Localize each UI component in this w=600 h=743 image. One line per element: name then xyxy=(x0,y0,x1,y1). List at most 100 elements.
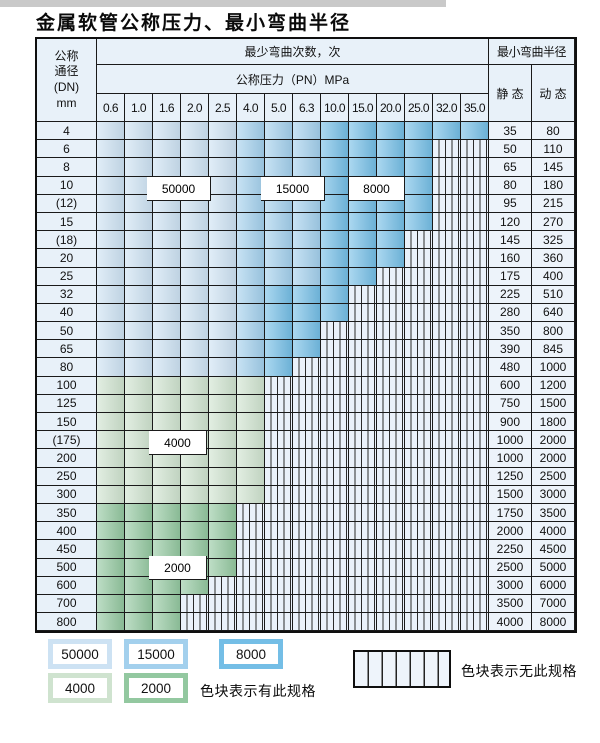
cell-available xyxy=(209,431,237,450)
cell-available xyxy=(405,194,433,213)
pressure-radius-table: 公称 通径 (DN) mm 最少弯曲次数，次 最小弯曲半径 公称压力（PN）MP… xyxy=(35,37,577,634)
cell-available xyxy=(97,394,125,413)
cell-not-available xyxy=(377,413,405,432)
cell-not-available xyxy=(349,485,377,504)
cell-available xyxy=(265,249,293,268)
dynamic-radius-value: 845 xyxy=(532,340,575,359)
cell-not-available xyxy=(349,503,377,523)
cell-available xyxy=(209,322,237,341)
pressure-col-header: 2.5 xyxy=(209,94,237,122)
cell-available xyxy=(209,340,237,359)
cell-available xyxy=(461,122,489,141)
cell-not-available xyxy=(293,358,321,377)
cell-available xyxy=(265,231,293,250)
cell-not-available xyxy=(209,613,237,632)
legend-hatch-swatch xyxy=(353,650,451,688)
cell-not-available xyxy=(321,467,349,486)
cell-available xyxy=(153,212,181,232)
cell-available xyxy=(181,376,209,395)
dn-label: 500 xyxy=(37,558,97,577)
cell-available xyxy=(181,522,209,541)
pressure-col-header: 1.6 xyxy=(153,94,181,122)
cell-not-available xyxy=(461,613,489,632)
cell-not-available xyxy=(321,613,349,632)
cell-not-available xyxy=(461,158,489,177)
region-label-8000: 8000 xyxy=(349,177,405,201)
dynamic-radius-value: 3000 xyxy=(532,485,575,504)
cell-available xyxy=(349,231,377,250)
cell-not-available xyxy=(461,540,489,559)
cell-available xyxy=(97,303,125,323)
dn-label: 4 xyxy=(37,122,97,141)
dynamic-radius-value: 215 xyxy=(532,194,575,213)
cell-available xyxy=(125,176,153,195)
legend-note-unavailable: 色块表示无此规格 xyxy=(461,663,577,679)
dynamic-radius-value: 80 xyxy=(532,122,575,141)
cell-available xyxy=(265,267,293,286)
cell-not-available xyxy=(377,613,405,632)
dn-label: 600 xyxy=(37,576,97,595)
static-radius-value: 600 xyxy=(489,376,532,395)
cell-not-available xyxy=(349,322,377,341)
legend-swatch-label: 50000 xyxy=(53,644,107,664)
cell-not-available xyxy=(265,485,293,504)
cell-not-available xyxy=(321,503,349,523)
dn-label: 40 xyxy=(37,303,97,323)
cell-available xyxy=(209,413,237,432)
cell-available xyxy=(181,285,209,304)
cell-available xyxy=(293,267,321,286)
cell-available xyxy=(321,176,349,195)
cell-available xyxy=(321,267,349,286)
cell-not-available xyxy=(349,613,377,632)
cell-not-available xyxy=(377,394,405,413)
cell-not-available xyxy=(349,431,377,450)
static-column-header: 静 态 xyxy=(489,65,532,122)
cell-available xyxy=(125,576,153,595)
cell-available xyxy=(237,140,265,159)
cell-not-available xyxy=(405,394,433,413)
cell-available xyxy=(153,394,181,413)
cell-available xyxy=(97,558,125,577)
cell-available xyxy=(209,358,237,377)
cell-not-available xyxy=(433,540,461,559)
cell-not-available xyxy=(433,249,461,268)
cell-available xyxy=(377,249,405,268)
cell-available xyxy=(97,140,125,159)
cell-not-available xyxy=(293,594,321,614)
cell-available xyxy=(237,340,265,359)
cell-not-available xyxy=(293,394,321,413)
cell-not-available xyxy=(405,285,433,304)
dynamic-radius-value: 2000 xyxy=(532,431,575,450)
cell-not-available xyxy=(321,413,349,432)
cell-not-available xyxy=(461,231,489,250)
dn-label: 125 xyxy=(37,394,97,413)
dn-label: 10 xyxy=(37,176,97,195)
dn-label: 65 xyxy=(37,340,97,359)
cell-available xyxy=(125,285,153,304)
cell-available xyxy=(153,594,181,614)
cell-available xyxy=(349,212,377,232)
cell-not-available xyxy=(405,467,433,486)
cell-not-available xyxy=(349,358,377,377)
cell-available xyxy=(97,122,125,141)
cell-not-available xyxy=(405,358,433,377)
cell-available xyxy=(265,122,293,141)
cell-available xyxy=(125,376,153,395)
cell-not-available xyxy=(293,449,321,468)
cell-available xyxy=(97,485,125,504)
pressure-col-header: 4.0 xyxy=(237,94,265,122)
cell-available xyxy=(209,176,237,195)
cell-available xyxy=(237,303,265,323)
cell-available xyxy=(181,413,209,432)
cell-not-available xyxy=(265,413,293,432)
cell-not-available xyxy=(237,540,265,559)
cell-not-available xyxy=(349,576,377,595)
static-radius-value: 35 xyxy=(489,122,532,141)
cell-available xyxy=(97,540,125,559)
cell-not-available xyxy=(433,613,461,632)
cell-not-available xyxy=(181,594,209,614)
cell-available xyxy=(97,449,125,468)
corner-header-dn: 公称 通径 (DN) mm xyxy=(37,39,97,122)
cell-available xyxy=(265,303,293,323)
cell-not-available xyxy=(349,467,377,486)
